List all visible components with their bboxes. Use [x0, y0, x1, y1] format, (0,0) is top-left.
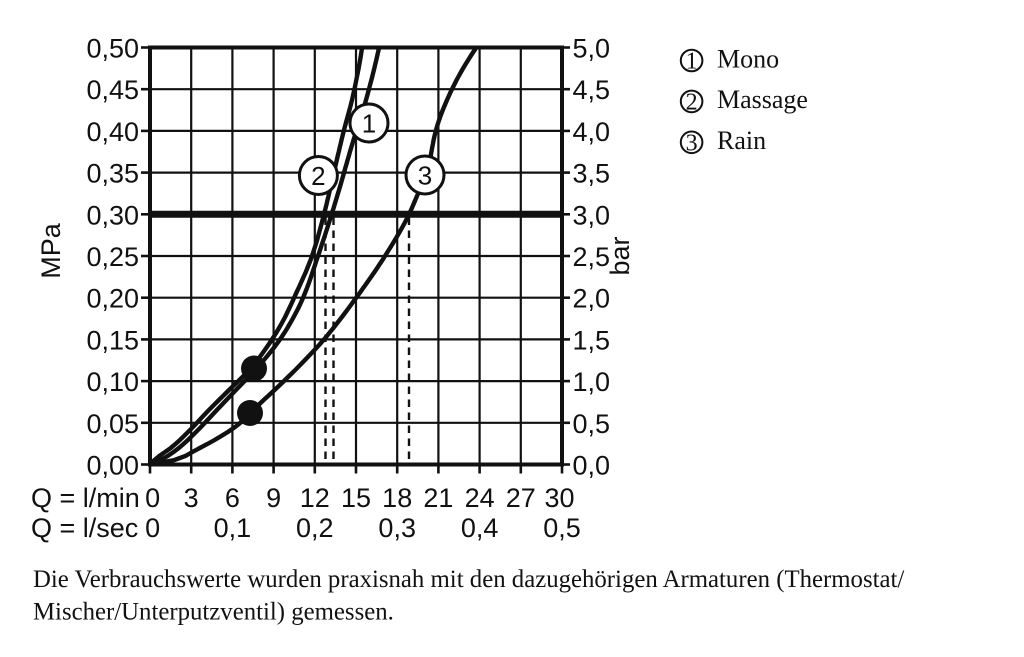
svg-text:15: 15 — [341, 483, 371, 513]
svg-text:18: 18 — [382, 483, 412, 513]
svg-text:3,5: 3,5 — [573, 159, 611, 189]
svg-text:0,5: 0,5 — [573, 409, 611, 439]
svg-text:Die Verbrauchswerte wurden pra: Die Verbrauchswerte wurden praxisnah mit… — [33, 566, 904, 593]
svg-text:0,20: 0,20 — [86, 284, 139, 314]
svg-text:9: 9 — [266, 483, 281, 513]
svg-text:0,45: 0,45 — [86, 75, 139, 105]
svg-text:3: 3 — [184, 483, 199, 513]
svg-text:27: 27 — [506, 483, 536, 513]
svg-text:0,2: 0,2 — [296, 513, 334, 543]
svg-text:0,25: 0,25 — [86, 242, 139, 272]
svg-text:0,5: 0,5 — [543, 513, 581, 543]
svg-text:30: 30 — [544, 483, 574, 513]
svg-text:bar: bar — [605, 236, 635, 275]
svg-text:Mischer/Unterputzventil) gemes: Mischer/Unterputzventil) gemessen. — [33, 599, 394, 626]
svg-text:Rain: Rain — [717, 126, 766, 155]
svg-text:4,5: 4,5 — [573, 75, 611, 105]
svg-text:2,0: 2,0 — [573, 284, 611, 314]
svg-text:3: 3 — [418, 161, 432, 191]
svg-text:0,1: 0,1 — [214, 513, 252, 543]
svg-text:Q = l/sec: Q = l/sec — [31, 513, 138, 543]
svg-text:1,0: 1,0 — [573, 367, 611, 397]
svg-text:0,10: 0,10 — [86, 367, 139, 397]
svg-text:0,00: 0,00 — [86, 451, 139, 481]
svg-text:2: 2 — [311, 161, 325, 191]
svg-text:Mono: Mono — [717, 44, 779, 73]
svg-text:0,4: 0,4 — [461, 513, 499, 543]
svg-text:0,30: 0,30 — [86, 200, 139, 230]
svg-text:1,5: 1,5 — [573, 325, 611, 355]
svg-text:2,5: 2,5 — [573, 242, 611, 272]
svg-text:21: 21 — [423, 483, 453, 513]
svg-text:0: 0 — [145, 513, 160, 543]
svg-text:0,15: 0,15 — [86, 325, 139, 355]
svg-text:5,0: 5,0 — [573, 34, 611, 64]
svg-text:24: 24 — [465, 483, 495, 513]
svg-text:4,0: 4,0 — [573, 117, 611, 147]
svg-text:Q = l/min: Q = l/min — [31, 483, 140, 513]
svg-text:0,3: 0,3 — [378, 513, 416, 543]
svg-text:0,05: 0,05 — [86, 409, 139, 439]
svg-text:MPa: MPa — [36, 222, 66, 279]
svg-text:0,35: 0,35 — [86, 159, 139, 189]
svg-text:0,0: 0,0 — [573, 451, 611, 481]
svg-text:0,40: 0,40 — [86, 117, 139, 147]
svg-text:6: 6 — [225, 483, 240, 513]
svg-text:0,50: 0,50 — [86, 34, 139, 64]
svg-text:3: 3 — [686, 130, 698, 156]
svg-text:12: 12 — [300, 483, 330, 513]
svg-text:1: 1 — [686, 49, 698, 75]
svg-text:2: 2 — [686, 89, 698, 115]
svg-text:1: 1 — [362, 109, 376, 139]
svg-text:3,0: 3,0 — [573, 200, 611, 230]
svg-text:Massage: Massage — [717, 85, 808, 114]
svg-text:0: 0 — [145, 483, 160, 513]
